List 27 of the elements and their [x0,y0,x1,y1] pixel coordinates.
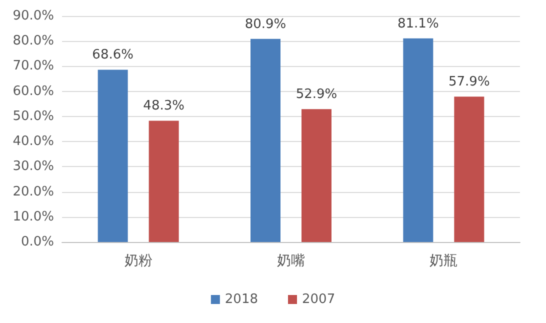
x-tick-label: 奶嘴 [277,253,305,269]
data-label: 52.9% [296,87,338,102]
data-label: 57.9% [448,74,490,90]
legend-label: 2018 [224,292,258,307]
y-tick-label: 30.0% [12,159,54,174]
x-tick-label: 奶粉 [124,253,152,269]
y-tick-label: 50.0% [12,108,54,124]
data-label: 80.9% [244,16,286,32]
x-tick-label: 奶瓶 [430,253,458,269]
bar [454,96,484,242]
bar [250,38,280,242]
data-label: 48.3% [143,98,184,114]
bar [98,70,128,242]
y-tick-label: 0.0% [20,234,54,250]
y-tick-label: 90.0% [12,8,54,24]
y-tick-label: 80.0% [12,34,54,49]
y-tick-label: 60.0% [12,84,54,99]
bar [403,38,434,242]
y-tick-label: 20.0% [12,184,54,200]
data-label: 68.6% [92,48,134,63]
y-tick-label: 70.0% [12,58,54,74]
bar [148,120,179,242]
data-label: 81.1% [398,16,439,32]
y-tick-label: 40.0% [12,134,54,150]
bar [302,109,332,242]
legend-label: 2007 [302,292,336,307]
y-tick-label: 10.0% [12,209,54,224]
